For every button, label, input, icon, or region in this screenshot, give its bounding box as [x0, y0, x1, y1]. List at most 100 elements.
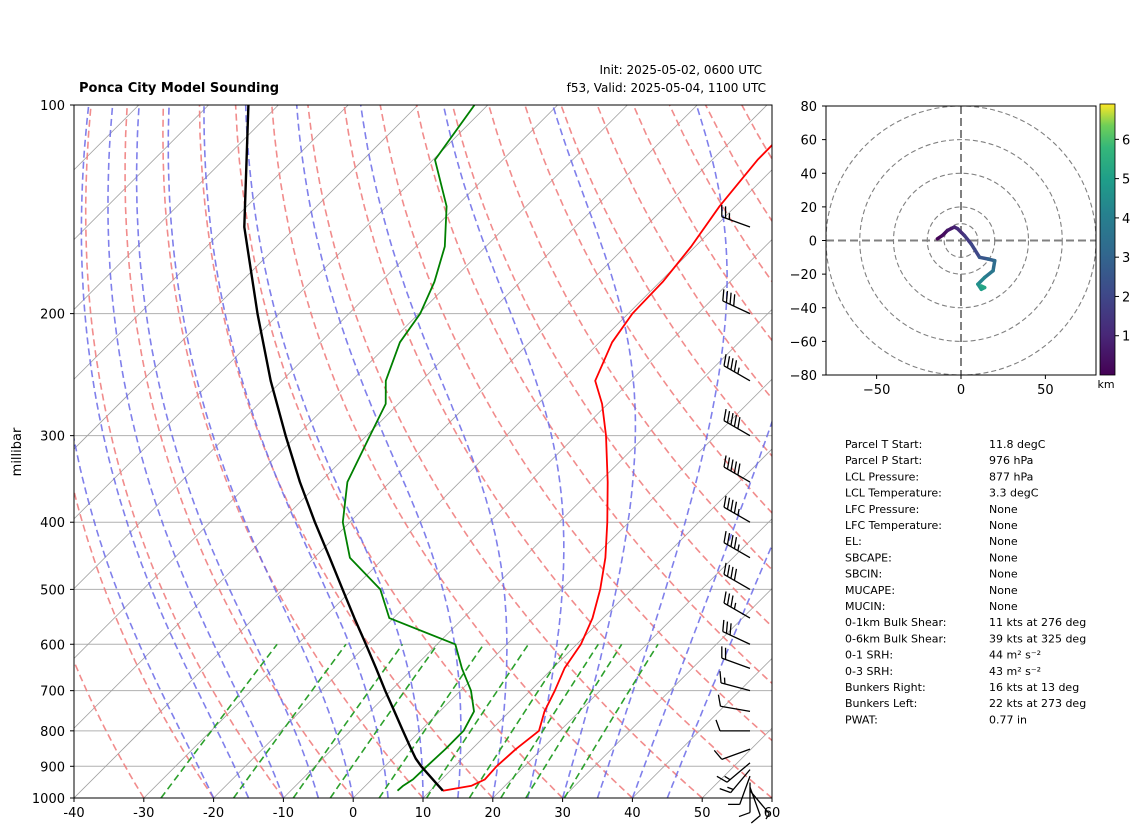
wind-barb: [716, 762, 751, 783]
hodograph-segment: [982, 269, 995, 280]
hodo-y-tick-label: −40: [790, 302, 817, 317]
param-label: MUCAPE:: [845, 584, 895, 597]
barb-flag: [713, 749, 723, 760]
param-value: None: [989, 600, 1018, 613]
param-value: None: [989, 535, 1018, 548]
barb-half-flag: [765, 813, 770, 820]
param-value: 976 hPa: [989, 454, 1033, 467]
hodograph-axes: −50 0 50 80 60 40 20 0 −20 −40 −60 −80: [790, 100, 1054, 398]
param-value: 43 m² s⁻²: [989, 665, 1041, 678]
barb-staff: [723, 365, 751, 382]
skewt-axes: -40 -30 -20 -10 0 10 20 30 40 50 60 1000 900 800 700 60…: [32, 99, 780, 821]
isotherm: [213, 239, 772, 798]
init-time: Init: 2025-05-02, 0600 UTC: [599, 63, 762, 77]
x-tick-label: 10: [415, 806, 432, 821]
barb-flag: [722, 619, 725, 632]
barb-half-flag: [737, 544, 740, 551]
wind-barb: [719, 671, 751, 692]
barb-flag: [730, 566, 734, 579]
x-tick-label: -10: [273, 806, 294, 821]
barb-flag: [733, 568, 738, 581]
wind-barb: [723, 495, 751, 523]
barb-staff: [730, 769, 751, 794]
isotherm: [74, 105, 279, 310]
mixing-ratio-line: [329, 643, 439, 798]
barb-flag: [717, 694, 722, 707]
barb-flag: [719, 671, 722, 683]
barb-flag: [723, 562, 727, 575]
y-tick-label: 200: [40, 308, 65, 323]
barb-flag: [726, 564, 731, 577]
dry-adiabat: [995, 105, 1142, 798]
hodo-x-tick-label: 50: [1037, 383, 1054, 398]
barb-flag: [723, 591, 727, 604]
hodograph-rings: [826, 106, 1096, 375]
isotherm: [74, 105, 349, 380]
x-tick-label: 20: [485, 806, 502, 821]
param-label: LFC Temperature:: [845, 519, 942, 532]
barb-staff: [723, 542, 751, 559]
moist-adiabat: [203, 105, 389, 798]
wind-barb: [738, 782, 751, 818]
colorbar: [1099, 103, 1116, 376]
wind-barb: [722, 289, 751, 315]
param-label: Parcel T Start:: [845, 438, 922, 451]
param-label: SBCIN:: [845, 568, 882, 581]
param-value: 39 kts at 325 deg: [989, 632, 1086, 645]
mixing-ratio-line: [378, 643, 485, 798]
y-tick-label: 800: [40, 725, 65, 740]
chart-title: Ponca City Model Sounding: [79, 81, 279, 96]
param-label: EL:: [845, 535, 862, 548]
barb-flag: [730, 413, 734, 425]
hodograph-segment: [969, 242, 982, 260]
colorbar-ticks: 1 2 3 4 5 6: [1115, 133, 1130, 345]
barb-half-flag: [724, 775, 731, 781]
mixing-ratio-line: [563, 643, 659, 798]
barb-staff: [723, 506, 751, 523]
barb-half-flag: [733, 602, 737, 610]
barb-staff: [723, 602, 751, 619]
barb-flag: [726, 497, 731, 510]
x-tick-label: -20: [203, 806, 224, 821]
dry-adiabat: [1031, 105, 1142, 798]
hodograph-ring: [859, 139, 1063, 342]
wind-barb: [721, 646, 751, 669]
hodograph-segment: [979, 284, 987, 290]
barb-flag: [733, 294, 736, 307]
barb-staff: [722, 300, 751, 315]
isotherm: [632, 657, 772, 798]
parameter-table: Parcel T Start: 11.8 degC Parcel P Start: 9…: [845, 438, 1086, 726]
hodo-y-tick-label: −20: [790, 268, 817, 283]
mixing-ratio-line: [500, 643, 599, 798]
barb-staff: [721, 748, 751, 760]
param-label: LCL Pressure:: [845, 470, 919, 483]
param-label: Parcel P Start:: [845, 454, 922, 467]
barb-flag: [730, 535, 734, 547]
y-axis-label: millibar: [10, 427, 25, 476]
param-value: 16 kts at 13 deg: [989, 681, 1079, 694]
wind-barb: [723, 455, 751, 483]
dry-adiabat: [74, 487, 215, 798]
barb-flag: [719, 787, 731, 794]
mixing-ratio-line: [425, 643, 530, 798]
param-value: None: [989, 551, 1018, 564]
barb-staff: [749, 787, 761, 816]
valid-time: f53, Valid: 2025-05-04, 1100 UTC: [567, 81, 766, 95]
barb-flag: [723, 354, 727, 366]
wind-barb: [749, 787, 761, 824]
param-label: PWAT:: [845, 713, 878, 726]
barb-flag: [733, 415, 738, 427]
param-value: 3.3 degC: [989, 487, 1039, 500]
param-value: None: [989, 584, 1018, 597]
barb-flag: [725, 621, 729, 634]
barb-flag: [733, 360, 738, 372]
param-label: 0-6km Bulk Shear:: [845, 632, 947, 645]
temperature-trace: [442, 143, 772, 792]
colorbar-tick-label: 1: [1122, 330, 1130, 345]
dry-adiabat: [778, 105, 1142, 798]
skewt-traces: [243, 105, 772, 792]
dewpoint-trace: [341, 105, 476, 792]
moist-adiabat: [596, 105, 728, 798]
x-tick-label: -40: [63, 806, 84, 821]
hodo-y-tick-label: 0: [809, 235, 817, 250]
